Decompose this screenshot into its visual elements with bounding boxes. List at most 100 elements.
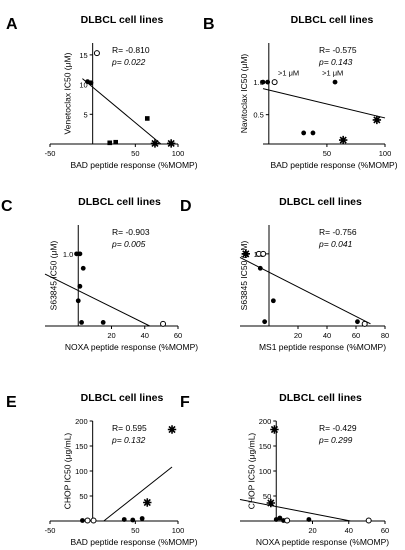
x-tick-label: 40: [141, 331, 149, 340]
panel-letter: C: [1, 198, 13, 215]
y-tick-label: 150: [259, 442, 272, 451]
data-point: [79, 319, 84, 325]
panel-b: B DLBCL cell lines 50 100 1.0 0.5 BAD peptide …: [203, 14, 398, 170]
data-point: [150, 139, 160, 148]
regression-line: [239, 499, 351, 522]
data-point: [266, 498, 276, 508]
data-point: [167, 425, 177, 434]
x-tick-label: -50: [45, 149, 56, 158]
x-tick-label: 60: [352, 331, 360, 340]
x-axis-label: BAD peptide response (%MOMP): [270, 160, 397, 170]
data-point: [273, 517, 279, 522]
data-point: [306, 517, 312, 522]
y-tick-label: 50: [79, 492, 87, 501]
data-point: [260, 79, 266, 85]
data-point: [277, 515, 283, 521]
data-point: [84, 517, 91, 524]
y-tick-label: 50: [263, 492, 271, 501]
x-axis-label: NOXA peptide response (%MOMP): [256, 537, 389, 547]
data-point: [271, 79, 278, 86]
x-tick-label: -50: [45, 526, 56, 535]
y-axis-label: Navitoclax IC50 (μM): [239, 54, 249, 134]
data-point: [310, 130, 316, 136]
y-axis-label: CHOP IC50 (μg/mL): [63, 433, 73, 510]
data-point: [107, 140, 113, 146]
panel-letter: D: [180, 198, 192, 215]
data-point: [75, 298, 81, 304]
panel-f: F DLBCL cell lines 20 40 60 50 100 150 200 NOXA p…: [180, 392, 389, 547]
p-value: p= 0.005: [111, 239, 146, 249]
r-value: R= 0.595: [112, 423, 147, 433]
y-tick-label: 5: [83, 110, 87, 119]
x-tick-label: 50: [323, 149, 331, 158]
data-point: [74, 251, 79, 257]
panel-title: DLBCL cell lines: [291, 14, 374, 26]
data-point: [77, 283, 83, 289]
regression-line: [262, 88, 386, 119]
data-point: [80, 518, 85, 523]
panel-title: DLBCL cell lines: [78, 196, 161, 208]
panel-title: DLBCL cell lines: [81, 392, 164, 404]
x-tick-label: 60: [174, 331, 182, 340]
y-axis-label: S63845 IC50 (μM): [239, 241, 249, 311]
data-point: [372, 115, 382, 125]
x-tick-label: 50: [131, 149, 139, 158]
x-axis-label: BAD peptide response (%MOMP): [70, 160, 197, 170]
data-point: [241, 249, 250, 259]
data-point: [113, 139, 119, 145]
data-point: [265, 79, 271, 85]
r-value: R= -0.756: [319, 227, 357, 237]
p-value: p= 0.299: [318, 435, 353, 445]
data-point: [80, 265, 86, 271]
annotation-label: >1 μM: [322, 69, 343, 78]
y-tick-label: 150: [75, 442, 88, 451]
data-point: [270, 298, 276, 304]
data-point: [361, 320, 368, 327]
panel-a: A DLBCL cell lines -50 50 100 5 10 15 BAD peptid…: [6, 14, 198, 170]
data-point: [262, 319, 268, 325]
data-point: [139, 516, 145, 521]
x-tick-label: 20: [308, 526, 316, 535]
p-value: p= 0.132: [111, 435, 146, 445]
data-point: [332, 79, 338, 85]
r-value: R= -0.429: [319, 423, 357, 433]
data-point: [100, 319, 106, 325]
x-tick-label: 40: [323, 331, 331, 340]
p-value: p= 0.143: [318, 57, 353, 67]
y-tick-label: 200: [259, 417, 272, 426]
x-tick-label: 40: [345, 526, 353, 535]
data-point: [143, 498, 152, 507]
x-tick-label: 60: [381, 526, 389, 535]
data-point: [166, 139, 176, 148]
annotation-label: >1 μM: [278, 69, 299, 78]
data-point: [77, 251, 83, 257]
y-axis-label: Venetoclax IC50 (μM): [63, 52, 73, 134]
y-tick-label: 1.0: [63, 250, 73, 259]
x-tick-label: 100: [172, 526, 185, 535]
r-value: R= -0.575: [319, 45, 357, 55]
x-tick-label: 100: [379, 149, 392, 158]
x-tick-label: 50: [131, 526, 139, 535]
data-point: [88, 80, 94, 86]
data-point: [284, 517, 291, 524]
x-axis-label: MS1 peptide response (%MOMP): [259, 342, 386, 352]
data-point: [338, 135, 348, 145]
y-tick-label: 0.5: [253, 111, 263, 120]
y-tick-label: 1.0: [253, 78, 263, 87]
p-value: p= 0.022: [111, 57, 146, 67]
data-point: [130, 517, 136, 523]
panel-letter: F: [180, 394, 190, 411]
x-tick-label: 80: [381, 331, 389, 340]
data-point: [270, 425, 279, 434]
regression-line: [103, 466, 173, 522]
data-point: [144, 116, 150, 121]
x-tick-label: 20: [294, 331, 302, 340]
r-value: R= -0.903: [112, 227, 150, 237]
y-axis-label: S63845 IC50 (μM): [48, 241, 58, 311]
y-axis-label: CHOP IC50 (μg/mL): [246, 433, 256, 510]
y-tick-label: 15: [79, 51, 87, 60]
data-point: [93, 50, 100, 57]
data-point: [257, 265, 263, 271]
